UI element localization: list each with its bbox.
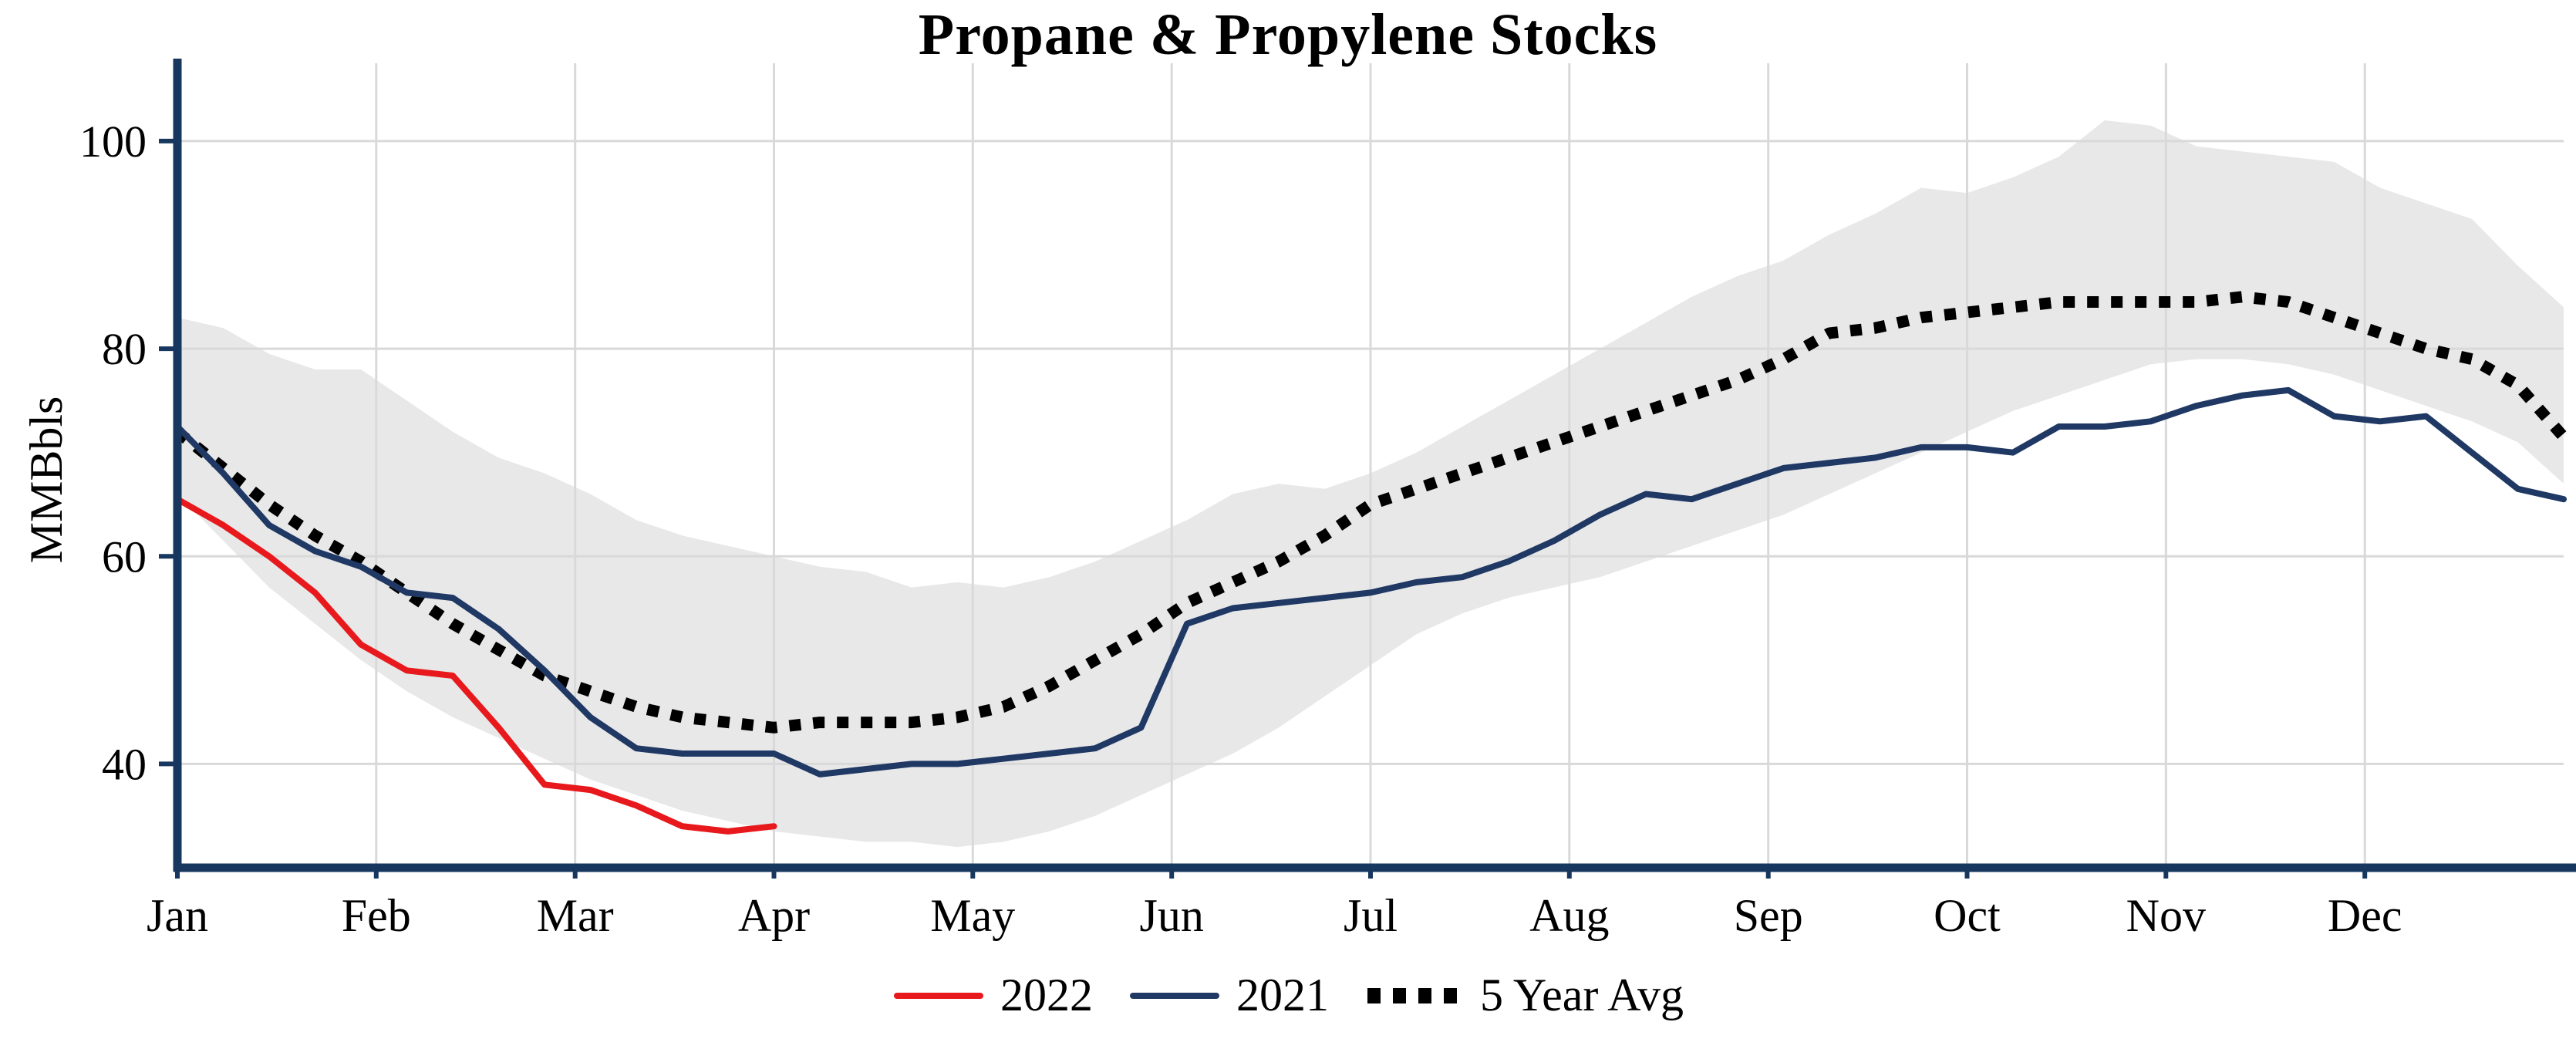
- x-tick-label-oct: Oct: [1934, 890, 2001, 941]
- y-tick-label-100: 100: [79, 116, 147, 167]
- chart-legend: 2022 2021 5 Year Avg: [0, 969, 2576, 1022]
- x-tick-label-jan: Jan: [147, 890, 208, 941]
- x-tick-label-may: May: [930, 890, 1015, 941]
- y-tick-label-60: 60: [102, 531, 147, 582]
- legend-item-2022: 2022: [892, 969, 1093, 1022]
- x-tick-label-jun: Jun: [1140, 890, 1204, 941]
- legend-swatch-2021-line: [1130, 992, 1220, 999]
- x-tick-label-aug: Aug: [1529, 890, 1609, 941]
- y-tick-label-40: 40: [102, 739, 147, 789]
- series-2022-line: [174, 496, 777, 835]
- legend-label-2022: 2022: [1000, 970, 1094, 1020]
- legend-swatch-5yr-avg-dotted-line: [1367, 987, 1464, 1003]
- legend-label-2021: 2021: [1236, 970, 1330, 1020]
- legend-item-5yr-avg: 5 Year Avg: [1364, 969, 1684, 1022]
- y-tick-label-80: 80: [102, 324, 147, 374]
- legend-swatch-2022-line: [894, 992, 984, 999]
- x-tick-label-mar: Mar: [537, 890, 614, 941]
- legend-item-2021: 2021: [1128, 969, 1329, 1022]
- x-tick-label-feb: Feb: [342, 890, 411, 941]
- x-tick-label-dec: Dec: [2328, 890, 2402, 941]
- legend-label-5yr-avg: 5 Year Avg: [1480, 970, 1684, 1020]
- chart-title: Propane & Propylene Stocks: [918, 2, 1658, 67]
- x-tick-label-nov: Nov: [2126, 890, 2206, 941]
- x-tick-label-jul: Jul: [1344, 890, 1398, 941]
- series-5-year-avg-line: [174, 291, 2568, 734]
- x-tick-label-apr: Apr: [738, 890, 810, 941]
- series-2021-line: [174, 386, 2567, 777]
- x-tick-label-sep: Sep: [1734, 890, 1803, 941]
